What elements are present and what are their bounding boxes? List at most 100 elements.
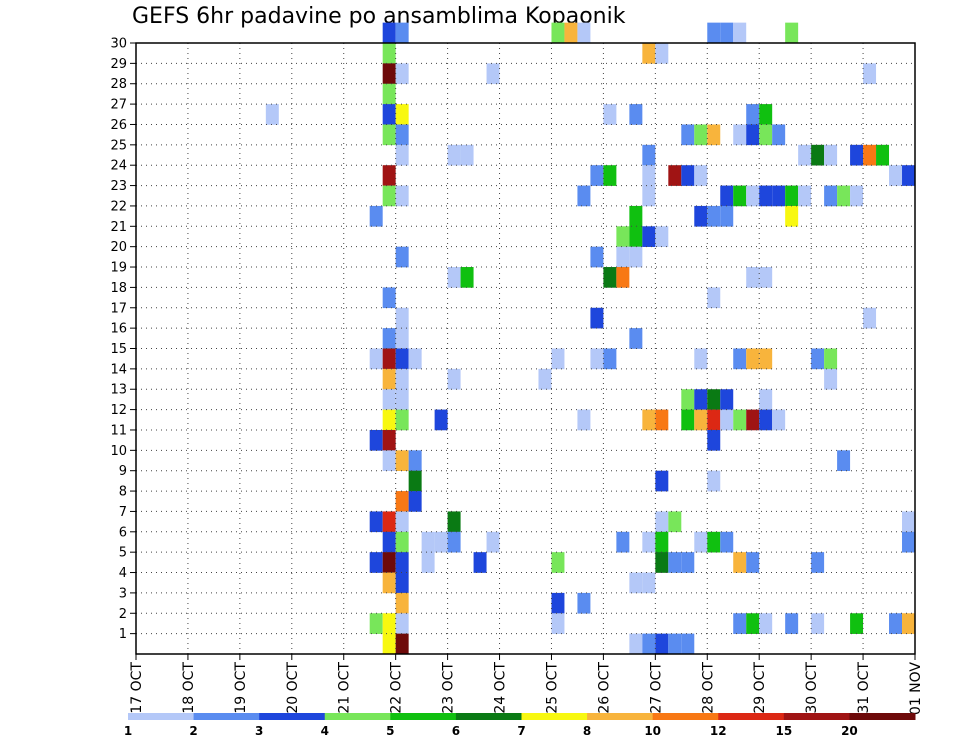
heatmap-cell — [759, 409, 773, 431]
heatmap-cell — [369, 348, 383, 370]
heatmap-cell — [382, 63, 396, 85]
heatmap-cell — [720, 389, 734, 410]
y-tick-label: 9 — [119, 464, 127, 479]
heatmap-cell — [694, 205, 708, 227]
x-tick-label: 26 OCT — [596, 662, 612, 714]
colorbar-segment — [652, 713, 719, 720]
heatmap-cell — [811, 613, 825, 634]
colorbar-segment — [849, 713, 916, 720]
heatmap-cell — [811, 348, 825, 370]
y-tick-label: 15 — [110, 342, 127, 357]
colorbar-label: 2 — [189, 724, 197, 738]
heatmap-cell — [629, 104, 643, 125]
heatmap-cell — [603, 165, 617, 186]
colorbar-segment — [390, 713, 457, 720]
heatmap-cell — [382, 348, 396, 370]
heatmap-cell — [473, 552, 487, 573]
y-tick-label: 18 — [110, 281, 127, 296]
heatmap-cell — [382, 552, 396, 573]
heatmap-cell — [863, 144, 877, 166]
heatmap-cell — [486, 531, 500, 553]
colorbar-segment — [128, 713, 195, 720]
y-tick-label: 7 — [119, 505, 127, 520]
heatmap-cell — [785, 185, 799, 207]
heatmap-cell — [707, 124, 721, 146]
heatmap-cell — [421, 531, 435, 553]
y-tick-label: 26 — [110, 118, 127, 133]
heatmap-cell — [707, 409, 721, 431]
heatmap-cell — [707, 287, 721, 309]
heatmap-cell — [798, 144, 812, 166]
heatmap-cell — [382, 613, 396, 634]
heatmap-cell — [642, 226, 656, 247]
heatmap-cell — [616, 226, 630, 247]
y-tick-label: 21 — [110, 220, 127, 235]
heatmap-cell — [460, 267, 474, 288]
heatmap-cell — [746, 552, 760, 573]
heatmap-cell — [382, 22, 396, 44]
y-tick-label: 1 — [119, 627, 127, 642]
heatmap-cell — [785, 613, 799, 634]
gridlines — [136, 42, 915, 654]
y-tick-label: 29 — [110, 57, 127, 72]
heatmap-cell — [655, 43, 669, 64]
heatmap-cell — [590, 348, 604, 370]
heatmap-cell — [655, 511, 669, 533]
heatmap-cell — [746, 613, 760, 634]
heatmap-cell — [395, 409, 409, 431]
heatmap-cell — [720, 531, 734, 553]
heatmap-cell — [408, 348, 422, 370]
heatmap-cell — [642, 144, 656, 166]
heatmap-cell — [408, 450, 422, 471]
y-tick-label: 12 — [110, 403, 127, 418]
plot-frame — [135, 42, 916, 655]
colorbar-segment — [783, 713, 850, 720]
heatmap-cell — [551, 592, 565, 614]
heatmap-cell — [603, 267, 617, 288]
heatmap-cell — [733, 124, 747, 146]
heatmap-cell — [720, 185, 734, 207]
heatmap-cell — [447, 368, 461, 390]
x-tick-label: 22 OCT — [389, 662, 405, 714]
heatmap-cell — [382, 450, 396, 471]
heatmap-cell — [382, 124, 396, 146]
heatmap-cell — [902, 165, 915, 186]
heatmap-cell — [551, 613, 565, 634]
y-tick-label: 28 — [110, 77, 127, 92]
heatmap-cell — [707, 531, 721, 553]
heatmap-cell — [889, 165, 903, 186]
x-tick-label: 19 OCT — [233, 662, 249, 714]
heatmap-cell — [395, 389, 409, 410]
heatmap-cell — [447, 511, 461, 533]
x-tick-label: 31 OCT — [856, 662, 872, 714]
y-axis: 1234567891011121314151617181920212223242… — [110, 37, 136, 642]
heatmap-cell — [694, 165, 708, 186]
heatmap-cell — [382, 104, 396, 125]
heatmap-cell — [382, 185, 396, 207]
heatmap-cell — [382, 572, 396, 594]
heatmap-cell — [707, 22, 721, 44]
heatmap-cell — [642, 165, 656, 186]
y-tick-label: 2 — [119, 607, 127, 622]
heatmap-cell — [577, 185, 591, 207]
y-tick-label: 27 — [110, 98, 127, 113]
heatmap-cell — [824, 185, 838, 207]
heatmap-cell — [759, 104, 773, 125]
heatmap-cell — [382, 165, 396, 186]
heatmap-cell — [681, 409, 695, 431]
colorbar-segment — [718, 713, 785, 720]
heatmap-cell — [837, 450, 851, 471]
heatmap-cell — [382, 83, 396, 105]
colorbar-label: 6 — [452, 724, 460, 738]
heatmap-cell — [733, 552, 747, 573]
heatmap-cell — [616, 246, 630, 268]
heatmap-cell — [395, 124, 409, 146]
heatmap-cell — [395, 592, 409, 614]
heatmap-cell — [382, 328, 396, 349]
heatmap-cell — [629, 205, 643, 227]
heatmap-cell — [369, 511, 383, 533]
heatmap-cell — [408, 491, 422, 512]
heatmap-cell — [707, 429, 721, 451]
heatmap-cell — [824, 368, 838, 390]
